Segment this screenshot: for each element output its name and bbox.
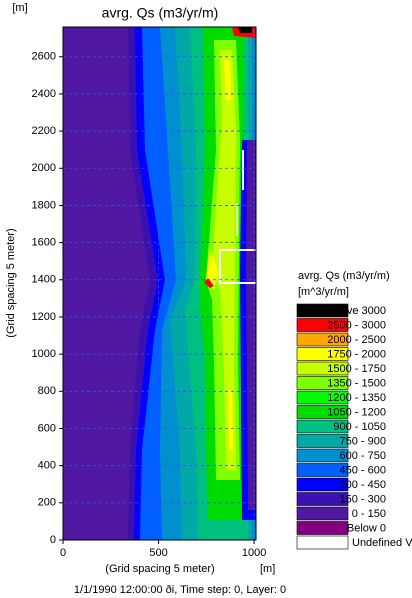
legend-label: 1750 - 2000 (327, 349, 386, 361)
y-tick-label: 2000 (32, 162, 56, 174)
y-tick-label: 1600 (32, 237, 56, 249)
y-tick-label: 2600 (32, 51, 56, 63)
legend-label: 450 - 600 (340, 465, 386, 477)
legend-swatch (296, 361, 349, 376)
legend-label: 150 - 300 (340, 494, 386, 506)
legend-swatch (296, 434, 349, 448)
legend-label: 300 - 450 (340, 479, 386, 491)
y-tick-label: 1800 (32, 199, 56, 211)
contour-region (204, 278, 214, 288)
legend-label: 2500 - 3000 (327, 320, 386, 332)
legend-unit: [m^3/yr/m] (298, 286, 349, 298)
y-tick-label: 2200 (32, 125, 56, 137)
y-tick-label: 600 (38, 422, 56, 434)
legend-label: 750 - 900 (340, 436, 386, 448)
legend-swatch (296, 376, 349, 390)
contour-region (224, 60, 231, 100)
legend-swatch (296, 332, 349, 347)
x-axis-label: (Grid spacing 5 meter) (105, 563, 214, 575)
y-tick-label: 800 (38, 385, 56, 397)
y-tick-label: 1400 (32, 274, 56, 286)
contour-field (63, 27, 256, 540)
y-tick-label: 2400 (32, 88, 56, 100)
y-axis-label: (Grid spacing 5 meter) (5, 228, 17, 337)
chart-title: avrg. Qs (m3/yr/m) (102, 5, 219, 21)
legend-label: Below 0 (347, 523, 386, 535)
x-unit: [m] (260, 563, 275, 575)
legend-label: 2000 - 2500 (327, 334, 386, 346)
legend-swatch (296, 492, 349, 506)
undefined-region (219, 249, 256, 284)
legend-swatch (296, 405, 349, 419)
legend-label: 0 - 150 (352, 508, 386, 520)
plot-frame (62, 26, 257, 541)
x-tick-label: 1000 (242, 547, 266, 559)
contour-region (228, 390, 233, 450)
contour-region (238, 27, 252, 33)
legend-swatch (296, 347, 349, 361)
x-tick-label: 0 (60, 547, 66, 559)
x-tick-label: 500 (149, 547, 167, 559)
legend-label: 600 - 750 (340, 450, 386, 462)
legend-label: Above 3000 (327, 305, 386, 317)
legend-label: 1350 - 1500 (327, 378, 386, 390)
y-tick-label: 400 (38, 460, 56, 472)
legend-swatch (296, 506, 349, 521)
legend-swatch (296, 521, 349, 535)
legend-swatch (296, 318, 349, 332)
legend-swatch (296, 303, 349, 318)
legend-swatch (296, 419, 349, 434)
y-tick-label: 1000 (32, 348, 56, 360)
y-tick-label: 0 (50, 534, 56, 546)
legend-swatch (296, 535, 349, 550)
legend-swatch (296, 463, 349, 477)
legend-label: Undefined Value (352, 537, 412, 549)
legend-swatch (296, 477, 349, 492)
legend-label: 1500 - 1750 (327, 363, 386, 375)
legend-label: 1200 - 1350 (327, 392, 386, 404)
footer: 1/1/1990 12:00:00 ði, Time step: 0, Laye… (74, 584, 286, 596)
legend-label: 900 - 1050 (333, 421, 386, 433)
y-tick-label: 200 (38, 497, 56, 509)
legend-swatch (296, 390, 349, 405)
contour-region (212, 50, 236, 470)
legend-title: avrg. Qs (m3/yr/m) (298, 270, 390, 282)
legend-swatch (296, 448, 349, 463)
legend-label: 1050 - 1200 (327, 407, 386, 419)
contour-region (246, 140, 256, 510)
y-unit: [m] (12, 2, 27, 14)
y-tick-label: 1200 (32, 311, 56, 323)
